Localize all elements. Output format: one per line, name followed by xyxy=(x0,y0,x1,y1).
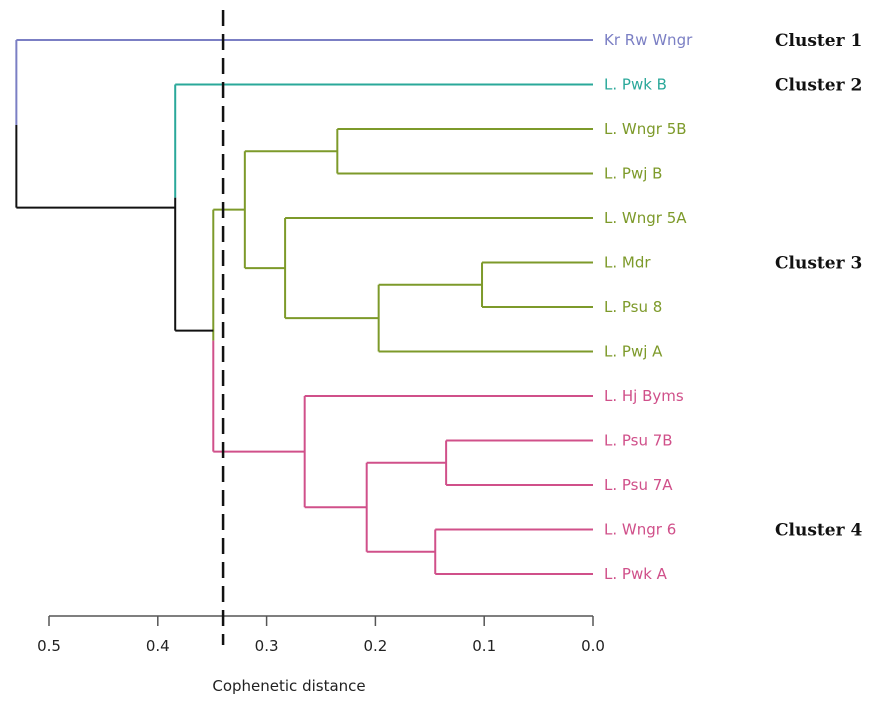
leaf-labels: Kr Rw Wngr L. Pwk B L. Wngr 5B L. Pwj B L. W… xyxy=(604,31,693,583)
cluster-label-3: Cluster 3 xyxy=(775,254,862,274)
leaf-label-l-pwj-a: L. Pwj A xyxy=(604,343,663,361)
dendrogram-branches xyxy=(15,39,593,575)
x-axis: 0.5 0.4 0.3 0.2 0.1 0.0 xyxy=(37,615,605,655)
leaf-label-l-wngr-5b: L. Wngr 5B xyxy=(604,120,687,138)
x-tick-label-1: 0.4 xyxy=(146,637,170,655)
x-axis-title: Cophenetic distance xyxy=(212,677,365,695)
leaf-label-l-wngr-6: L. Wngr 6 xyxy=(604,521,676,539)
cluster-label-4: Cluster 4 xyxy=(775,521,862,541)
leaf-label-l-pwk-b: L. Pwk B xyxy=(604,76,667,94)
leaf-label-l-psu-7a: L. Psu 7A xyxy=(604,476,673,494)
leaf-label-l-wngr-5a: L. Wngr 5A xyxy=(604,209,687,227)
cluster-label-1: Cluster 1 xyxy=(775,31,862,51)
leaf-label-l-hj-byms: L. Hj Byms xyxy=(604,387,684,405)
x-tick-label-0: 0.5 xyxy=(37,637,61,655)
x-tick-label-3: 0.2 xyxy=(363,637,387,655)
cluster-label-2: Cluster 2 xyxy=(775,76,862,96)
leaf-label-l-psu-8: L. Psu 8 xyxy=(604,298,662,316)
x-tick-label-2: 0.3 xyxy=(255,637,279,655)
leaf-label-l-pwj-b: L. Pwj B xyxy=(604,165,662,183)
leaf-label-l-pwk-a: L. Pwk A xyxy=(604,565,668,583)
leaf-label-l-psu-7b: L. Psu 7B xyxy=(604,432,673,450)
leaf-label-kr-rw-wngr: Kr Rw Wngr xyxy=(604,31,693,49)
x-tick-label-4: 0.1 xyxy=(472,637,496,655)
leaf-label-l-mdr: L. Mdr xyxy=(604,254,651,272)
cluster-labels: Cluster 1 Cluster 2 Cluster 3 Cluster 4 xyxy=(775,31,862,541)
x-tick-label-5: 0.0 xyxy=(581,637,605,655)
